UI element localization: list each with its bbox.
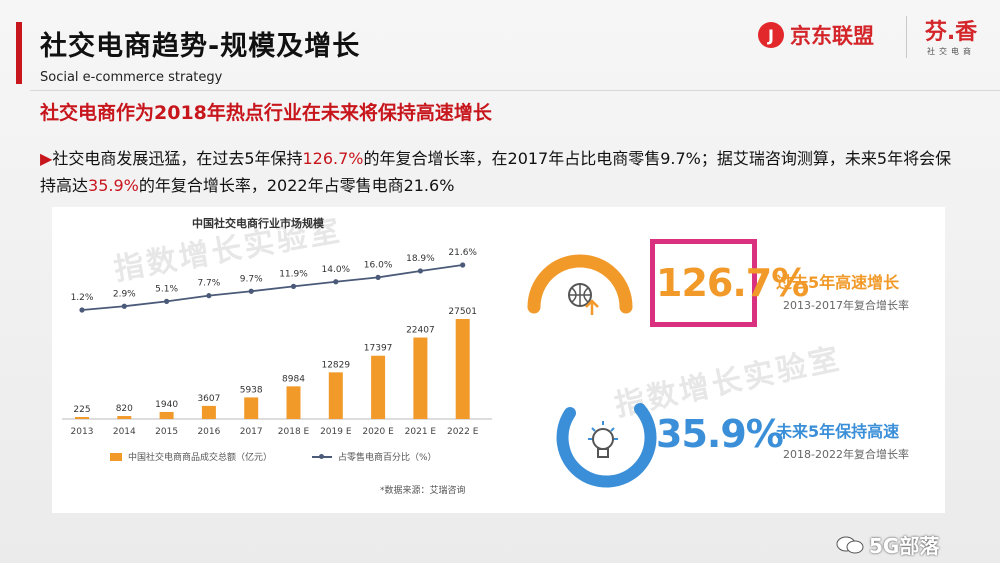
bar — [201, 405, 216, 419]
header-divider — [30, 90, 1000, 91]
bar — [328, 372, 343, 419]
jd-logo-text: 京东联盟 — [790, 24, 874, 48]
market-size-chart: 225 2013 820 2014 1940 2015 3607 2016 5938 2017 89… — [62, 248, 492, 437]
x-tick-label: 2018 E — [278, 427, 310, 437]
line-point — [121, 303, 127, 309]
line-point — [290, 283, 297, 289]
kpi1-sub: 2013-2017年复合增长率 — [783, 299, 909, 312]
globe-upload-icon — [568, 283, 599, 315]
x-tick-label: 2014 — [113, 427, 136, 437]
bar — [117, 416, 132, 419]
lightbulb-icon — [588, 421, 618, 458]
bar — [244, 397, 259, 419]
fenxiang-logo-text: 芬.香 — [924, 20, 978, 45]
x-tick-label: 2021 E — [405, 427, 437, 437]
line-point — [206, 293, 212, 299]
wechat-badge: 5G部落 — [836, 530, 939, 559]
jd-union-logo: J 京东联盟 — [758, 20, 874, 50]
bar — [159, 411, 174, 419]
line-value-label: 16.0% — [364, 260, 393, 270]
line-value-label: 14.0% — [322, 265, 351, 275]
kpi2-value: 35.9% — [656, 412, 784, 456]
line-value-label: 1.2% — [71, 293, 94, 303]
x-tick-label: 2022 E — [447, 427, 479, 437]
legend-bar-label: 中国社交电商商品成交总额（亿元） — [128, 453, 273, 463]
kpi2-sub: 2018-2022年复合增长率 — [783, 448, 909, 461]
body-text-2: 的年复合增长率，在2017年占比电商零售9.7%；据艾瑞咨询测算，未来5年将会保… — [40, 149, 952, 195]
kpi1-label: 过去5年高速增长 — [776, 273, 900, 292]
x-tick-label: 2013 — [71, 427, 94, 437]
bar-value-label: 22407 — [406, 326, 435, 336]
body-value-1: 126.7% — [302, 149, 364, 168]
x-tick-label: 2015 — [155, 427, 178, 437]
fenxiang-logo-subtext: 社交电商 — [927, 47, 975, 56]
chart-source: *数据来源：艾瑞咨询 — [380, 486, 466, 496]
line-value-label: 5.1% — [155, 284, 178, 294]
bar-value-label: 3607 — [197, 394, 220, 404]
body-paragraph: ▶社交电商发展迅猛，在过去5年保持126.7%的年复合增长率，在2017年占比电… — [40, 145, 960, 199]
bar-value-label: 1940 — [155, 400, 178, 410]
kpi1-gauge-arc — [527, 254, 633, 314]
chart-title: 中国社交电商行业市场规模 — [192, 217, 324, 230]
chart-panel: 指数增长实验室 指数增长实验室 中国社交电商行业市场规模 225 2013 820 2… — [52, 207, 945, 513]
legend-line: 占零售电商百分比（%） — [312, 450, 437, 463]
title-accent-bar — [16, 22, 22, 84]
line-value-label: 2.9% — [113, 289, 136, 299]
legend-bar: 中国社交电商商品成交总额（亿元） — [110, 450, 272, 463]
kpi1-value: 126.7% — [656, 261, 809, 305]
line-point — [375, 274, 381, 280]
jd-logo-icon: J — [758, 22, 784, 48]
line-value-label: 21.6% — [448, 248, 477, 258]
bar-value-label: 12829 — [321, 360, 350, 370]
line-point — [417, 268, 423, 274]
line-value-label: 11.9% — [279, 269, 308, 279]
line-point — [79, 307, 85, 313]
line-series — [81, 264, 463, 311]
bar — [413, 337, 428, 419]
bar-value-label: 8984 — [282, 374, 305, 384]
bar — [455, 319, 470, 419]
line-value-label: 9.7% — [240, 274, 263, 284]
bar-value-label: 820 — [116, 404, 133, 414]
kpi1-gauge — [527, 254, 633, 315]
x-tick-label: 2019 E — [320, 427, 352, 437]
line-value-label: 18.9% — [406, 254, 435, 264]
page-subtitle: Social e-commerce strategy — [40, 70, 223, 85]
bar-value-label: 225 — [73, 405, 90, 415]
line-point — [333, 279, 339, 285]
bar — [286, 386, 301, 419]
bar-value-label: 27501 — [448, 307, 477, 317]
bullet-arrow-icon: ▶ — [40, 149, 53, 168]
legend-line-label: 占零售电商百分比（%） — [338, 453, 437, 463]
bar-value-label: 17397 — [364, 344, 393, 354]
body-text-3: 的年复合增长率，2022年占零售电商21.6% — [138, 176, 455, 195]
kpi1-highlight-box — [650, 239, 757, 327]
kpi2-label: 未来5年保持高速 — [776, 422, 900, 441]
kpi2-gauge-arc — [556, 403, 657, 488]
x-tick-label: 2020 E — [362, 427, 394, 437]
kpi2-gauge — [556, 403, 657, 488]
logo-divider — [906, 16, 907, 58]
headline: 社交电商作为2018年热点行业在未来将保持高速增长 — [40, 102, 492, 124]
line-value-label: 7.7% — [197, 279, 220, 289]
wechat-account-name: 5G部落 — [869, 534, 940, 558]
bar — [75, 417, 89, 419]
bar-value-label: 5938 — [240, 385, 263, 395]
legend-bar-swatch — [110, 452, 122, 461]
page-title: 社交电商趋势-规模及增长 — [40, 31, 361, 62]
x-tick-label: 2017 — [240, 427, 263, 437]
wechat-icon — [836, 536, 864, 553]
line-point — [164, 298, 170, 304]
legend-line-swatch — [312, 453, 332, 459]
body-text-1: 社交电商发展迅猛，在过去5年保持 — [52, 149, 303, 168]
x-tick-label: 2016 — [197, 427, 220, 437]
body-value-2: 35.9% — [88, 176, 139, 195]
line-point — [460, 262, 466, 268]
line-point — [248, 288, 254, 294]
fenxiang-logo: 芬.香 社交电商 — [918, 14, 984, 57]
bar — [371, 355, 386, 419]
